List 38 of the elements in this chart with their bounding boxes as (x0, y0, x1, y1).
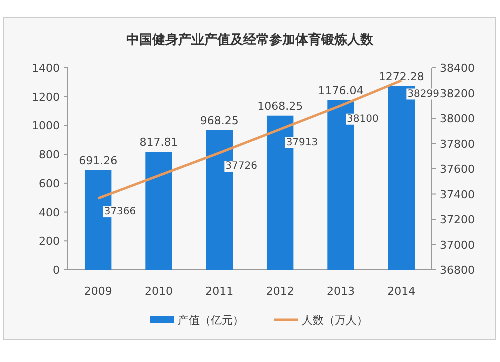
data-label: 1068.25 (258, 100, 304, 113)
data-label: 817.81 (140, 136, 178, 149)
x-tick-label: 2013 (327, 285, 355, 298)
bar (146, 152, 172, 270)
y2-tick-label: 37200 (440, 214, 475, 226)
x-tick-label: 2009 (84, 285, 112, 298)
y-tick-label: 1200 (32, 90, 60, 104)
data-label: 1176.04 (318, 84, 364, 98)
data-label: 38100 (347, 114, 379, 125)
x-tick-label: 2014 (388, 285, 416, 298)
y2-tick-label: 37600 (440, 163, 475, 176)
y2-tick-label: 38400 (440, 62, 475, 75)
data-label: 37366 (104, 206, 136, 218)
data-label: 1272.28 (378, 70, 424, 84)
x-tick-label: 2012 (266, 285, 294, 298)
legend-label: 人数（万人） (302, 314, 368, 327)
y2-tick-label: 36800 (440, 264, 475, 277)
y-tick-label: 600 (39, 177, 60, 190)
chart-title: 中国健身产业产值及经常参加体育锻炼人数 (126, 32, 374, 48)
y2-tick-label: 38000 (440, 112, 475, 126)
data-label: 38299 (408, 88, 440, 100)
data-label: 691.26 (79, 154, 118, 168)
y-tick-label: 0 (53, 264, 60, 277)
y2-tick-label: 37000 (440, 238, 475, 252)
y2-tick-label: 37800 (440, 138, 475, 151)
y-tick-label: 400 (39, 206, 60, 220)
data-label: 968.25 (200, 114, 239, 128)
x-tick-label: 2011 (206, 285, 234, 298)
data-label: 37913 (286, 137, 318, 148)
legend-label: 产值（亿元） (178, 314, 244, 327)
y-tick-label: 800 (39, 148, 60, 162)
y-tick-label: 1000 (32, 120, 60, 133)
y-tick-label: 1400 (32, 62, 60, 75)
y2-tick-label: 38200 (440, 87, 475, 100)
y-tick-label: 200 (39, 235, 60, 248)
y2-tick-label: 37400 (440, 188, 475, 202)
data-label: 37726 (226, 161, 258, 172)
x-tick-label: 2010 (145, 285, 173, 298)
